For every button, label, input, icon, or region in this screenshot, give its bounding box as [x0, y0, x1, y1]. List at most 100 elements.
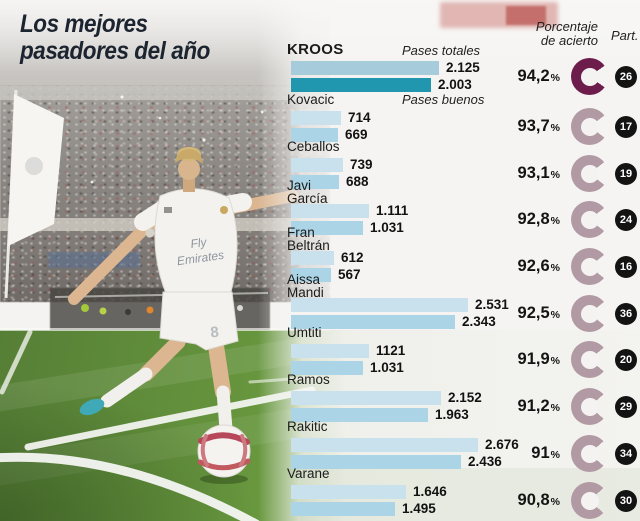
bar-total-value: 739 — [350, 157, 373, 172]
series1-label: Pases totales — [402, 43, 481, 58]
player-name: Javi García — [287, 178, 328, 206]
percent-sign: % — [550, 72, 560, 84]
bar-buenos-value: 1.495 — [402, 501, 436, 516]
percent-sign: % — [550, 262, 560, 274]
player-name: Aissa Mandi — [287, 272, 324, 300]
bar-pases-buenos — [291, 315, 455, 329]
participation-badge: 20 — [615, 348, 637, 371]
title-line1: Los mejores — [20, 10, 148, 38]
bar-pases-buenos — [291, 221, 363, 235]
bar-buenos-value: 2.003 — [438, 77, 472, 92]
participation-header: Part. — [611, 28, 639, 43]
bar-pases-buenos — [291, 361, 363, 375]
player-name: Ramos — [287, 371, 330, 387]
bar-total-value: 2.152 — [448, 390, 482, 405]
participation-badge: 24 — [615, 208, 637, 231]
percent-sign: % — [550, 449, 560, 461]
bar-total-value: 2.125 — [446, 60, 480, 75]
accuracy-header: Porcentaje de acierto — [535, 19, 598, 48]
bar-total-value: 612 — [341, 250, 364, 265]
player-name: Fran Beltrán — [287, 225, 330, 253]
participation-badge: 26 — [615, 65, 637, 88]
bar-pases-totales — [291, 158, 343, 172]
percent-sign: % — [550, 496, 560, 508]
percent-sign: % — [550, 355, 560, 367]
bar-buenos-value: 567 — [338, 267, 361, 282]
accuracy-percent: 94,2% — [517, 67, 560, 85]
percent-sign: % — [550, 309, 560, 321]
accuracy-percent: 91,9% — [517, 350, 560, 368]
accuracy-percent: 92,8% — [517, 210, 560, 228]
bar-total-value: 2.676 — [485, 437, 519, 452]
bar-total-value: 1.111 — [376, 203, 409, 218]
accuracy-donut-icon — [571, 201, 608, 238]
bar-pases-totales — [291, 438, 478, 452]
participation-badge: 17 — [615, 115, 637, 138]
participation-badge: 30 — [615, 489, 637, 512]
accuracy-percent: 93,1% — [517, 164, 560, 182]
accuracy-donut-icon — [571, 248, 608, 285]
accuracy-percent: 90,8% — [517, 491, 560, 509]
accuracy-donut-icon — [571, 108, 608, 145]
accuracy-percent: 92,6% — [517, 257, 560, 275]
percent-sign: % — [550, 215, 560, 227]
participation-badge: 36 — [615, 302, 637, 325]
bar-pases-totales — [291, 344, 369, 358]
bar-buenos-value: 2.343 — [462, 314, 496, 329]
bar-pases-totales — [291, 251, 334, 265]
bar-total-value: 714 — [348, 110, 371, 125]
accuracy-donut-icon — [571, 58, 608, 95]
bar-total-value: 2.531 — [475, 297, 509, 312]
player-name: Varane — [287, 465, 330, 481]
bar-pases-buenos — [291, 175, 339, 189]
bar-pases-buenos — [291, 502, 395, 516]
percent-sign: % — [550, 402, 560, 414]
participation-badge: 34 — [615, 442, 637, 465]
bar-pases-buenos — [291, 408, 428, 422]
bar-buenos-value: 1.031 — [370, 360, 404, 375]
bar-buenos-value: 688 — [346, 174, 369, 189]
participation-badge: 29 — [615, 395, 637, 418]
bar-buenos-value: 1.963 — [435, 407, 469, 422]
accuracy-donut-icon — [571, 295, 608, 332]
player-name: Kovacic — [287, 91, 335, 107]
bar-pases-totales — [291, 111, 341, 125]
bar-pases-buenos — [291, 455, 461, 469]
percent-sign: % — [550, 169, 560, 181]
bar-pases-totales — [291, 391, 441, 405]
participation-badge: 19 — [615, 162, 637, 185]
bar-pases-totales — [291, 298, 468, 312]
accuracy-donut-icon — [571, 155, 608, 192]
accuracy-percent: 91,2% — [517, 397, 560, 415]
bar-pases-buenos — [291, 128, 338, 142]
accuracy-percent: 93,7% — [517, 117, 560, 135]
player-name: Umtiti — [287, 324, 322, 340]
bar-total-value: 1.646 — [413, 484, 447, 499]
player-name: Rakitic — [287, 418, 328, 434]
player-name: Ceballos — [287, 138, 340, 154]
bar-pases-buenos — [291, 268, 331, 282]
bar-buenos-value: 2.436 — [468, 454, 502, 469]
scoreboard-red-blur-core — [506, 6, 546, 25]
accuracy-donut-icon — [571, 435, 608, 472]
accuracy-percent: 92,5% — [517, 304, 560, 322]
player-name: KROOS — [287, 40, 344, 58]
accuracy-percent: 91% — [531, 444, 560, 462]
bar-pases-totales — [291, 485, 406, 499]
title-line2: pasadores del año — [20, 37, 210, 65]
bar-buenos-value: 669 — [345, 127, 368, 142]
bar-pases-totales — [291, 61, 439, 75]
bar-pases-totales — [291, 204, 369, 218]
accuracy-donut-icon — [571, 482, 608, 519]
accuracy-donut-icon — [571, 341, 608, 378]
bar-pases-buenos — [291, 78, 431, 92]
accuracy-donut-icon — [571, 388, 608, 425]
participation-badge: 16 — [615, 255, 637, 278]
percent-sign: % — [550, 122, 560, 134]
page-title: Los mejores pasadores del año — [20, 11, 210, 65]
bar-buenos-value: 1.031 — [370, 220, 404, 235]
bar-total-value: 1121 — [376, 343, 406, 358]
series2-label: Pases buenos — [402, 92, 485, 107]
